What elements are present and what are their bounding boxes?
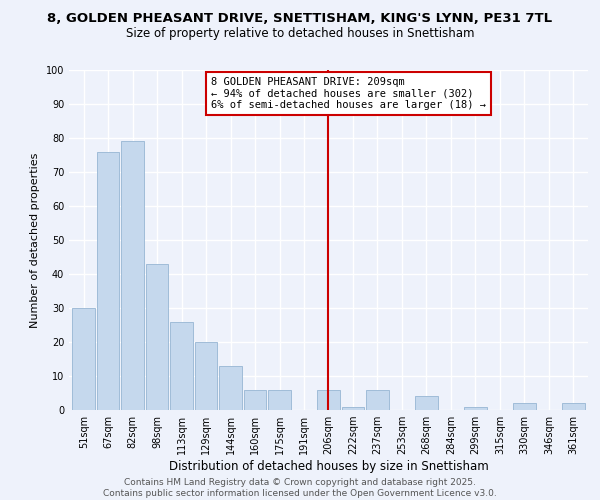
Bar [97,152,119,410]
Bar [195,342,217,410]
Bar [317,390,340,410]
Bar [464,406,487,410]
Y-axis label: Number of detached properties: Number of detached properties [30,152,40,328]
Bar [170,322,193,410]
X-axis label: Distribution of detached houses by size in Snettisham: Distribution of detached houses by size … [169,460,488,473]
Bar [146,264,169,410]
Text: Contains HM Land Registry data © Crown copyright and database right 2025.
Contai: Contains HM Land Registry data © Crown c… [103,478,497,498]
Bar [73,308,95,410]
Text: 8, GOLDEN PHEASANT DRIVE, SNETTISHAM, KING'S LYNN, PE31 7TL: 8, GOLDEN PHEASANT DRIVE, SNETTISHAM, KI… [47,12,553,26]
Bar [244,390,266,410]
Text: Size of property relative to detached houses in Snettisham: Size of property relative to detached ho… [126,28,474,40]
Bar [121,142,144,410]
Text: 8 GOLDEN PHEASANT DRIVE: 209sqm
← 94% of detached houses are smaller (302)
6% of: 8 GOLDEN PHEASANT DRIVE: 209sqm ← 94% of… [211,77,486,110]
Bar [366,390,389,410]
Bar [562,403,584,410]
Bar [415,396,437,410]
Bar [342,406,364,410]
Bar [513,403,536,410]
Bar [220,366,242,410]
Bar [268,390,291,410]
